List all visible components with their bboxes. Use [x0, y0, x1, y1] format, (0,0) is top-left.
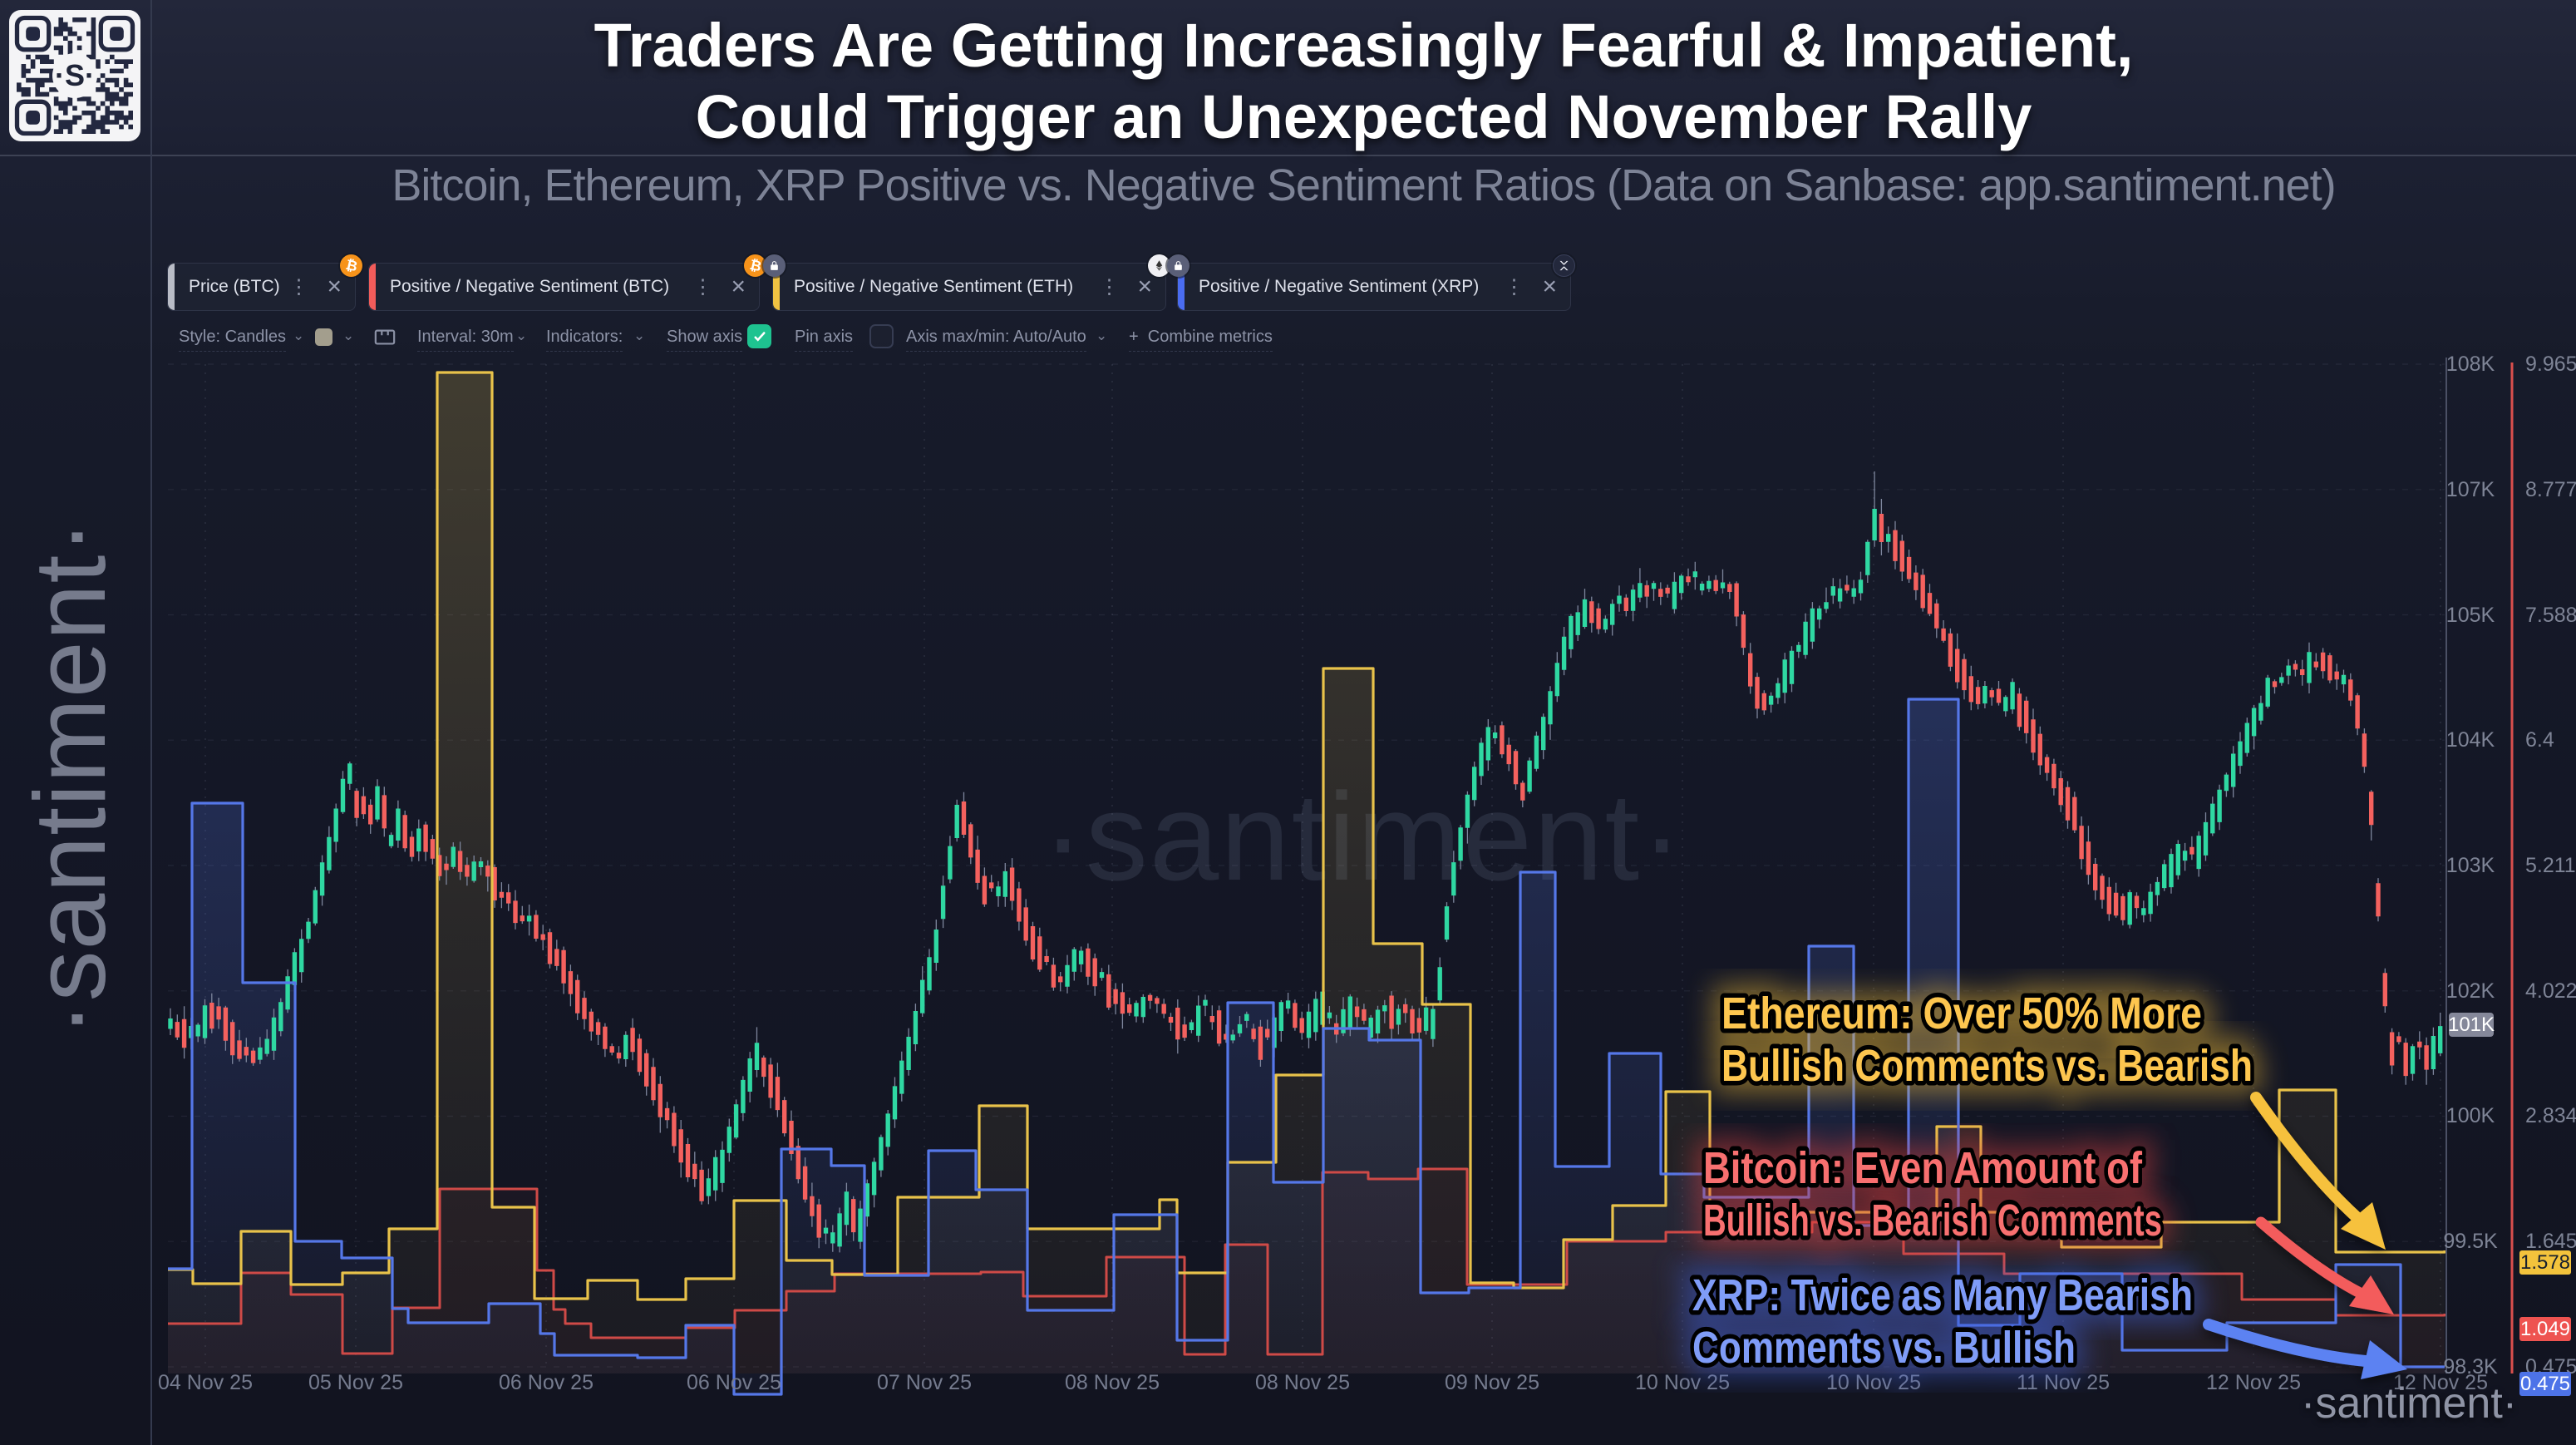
svg-text:Ethereum: Over 50% More: Ethereum: Over 50% More — [1721, 989, 2202, 1038]
svg-text:XRP: Twice as Many Bearish: XRP: Twice as Many Bearish — [1692, 1270, 2193, 1320]
svg-text:08 Nov 25: 08 Nov 25 — [1065, 1371, 1160, 1394]
svg-text:Bitcoin: Even Amount of: Bitcoin: Even Amount of — [1703, 1143, 2143, 1193]
svg-text:12 Nov 25: 12 Nov 25 — [2393, 1371, 2488, 1394]
svg-text:09 Nov 25: 09 Nov 25 — [1445, 1371, 1539, 1394]
svg-text:102K: 102K — [2446, 979, 2495, 1003]
svg-text:04 Nov 25: 04 Nov 25 — [158, 1371, 253, 1394]
svg-text:10 Nov 25: 10 Nov 25 — [1635, 1371, 1730, 1394]
svg-text:98.3K: 98.3K — [2443, 1355, 2498, 1378]
svg-text:9.965: 9.965 — [2525, 353, 2576, 376]
svg-text:06 Nov 25: 06 Nov 25 — [499, 1371, 594, 1394]
svg-text:Comments vs. Bullish: Comments vs. Bullish — [1692, 1323, 2076, 1373]
svg-text:6.4: 6.4 — [2525, 728, 2554, 752]
svg-text:Bullish vs. Bearish Comments: Bullish vs. Bearish Comments — [1703, 1196, 2162, 1245]
svg-text:·S·: ·S· — [55, 58, 95, 92]
svg-text:11 Nov 25: 11 Nov 25 — [2017, 1371, 2110, 1394]
svg-text:99.5K: 99.5K — [2443, 1230, 2498, 1253]
svg-text:100K: 100K — [2446, 1104, 2495, 1127]
svg-text:08 Nov 25: 08 Nov 25 — [1255, 1371, 1350, 1394]
svg-text:12 Nov 25: 12 Nov 25 — [2206, 1371, 2301, 1394]
svg-text:2.834: 2.834 — [2525, 1104, 2576, 1127]
svg-text:4.022: 4.022 — [2525, 979, 2576, 1003]
svg-text:06 Nov 25: 06 Nov 25 — [687, 1371, 781, 1394]
svg-text:8.777: 8.777 — [2525, 478, 2576, 501]
svg-text:108K: 108K — [2446, 353, 2495, 376]
svg-text:1.645: 1.645 — [2525, 1230, 2576, 1253]
svg-text:05 Nov 25: 05 Nov 25 — [308, 1371, 403, 1394]
svg-text:5.211: 5.211 — [2525, 854, 2576, 877]
svg-text:07 Nov 25: 07 Nov 25 — [877, 1371, 972, 1394]
svg-text:103K: 103K — [2446, 854, 2495, 877]
svg-text:7.588: 7.588 — [2525, 604, 2576, 627]
svg-text:104K: 104K — [2446, 728, 2495, 752]
svg-text:101K: 101K — [2448, 1013, 2495, 1036]
svg-text:0.475: 0.475 — [2520, 1373, 2570, 1395]
svg-text:Bullish Comments vs. Bearish: Bullish Comments vs. Bearish — [1721, 1041, 2253, 1091]
svg-text:10 Nov 25: 10 Nov 25 — [1826, 1371, 1921, 1394]
svg-text:107K: 107K — [2446, 478, 2495, 501]
svg-text:1.578: 1.578 — [2520, 1251, 2570, 1274]
svg-text:1.049: 1.049 — [2520, 1318, 2570, 1340]
svg-text:105K: 105K — [2446, 604, 2495, 627]
